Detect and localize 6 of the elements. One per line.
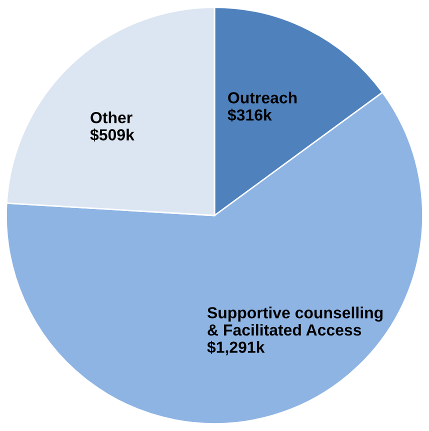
slice-label: Other — [90, 112, 132, 124]
data-label: $509k — [90, 128, 134, 142]
data-label: $316k — [228, 108, 272, 122]
slice-label: Supportive counselling & Facilitated Access — [207, 306, 383, 336]
data-label: $1,291k — [207, 340, 265, 356]
slice-label: Outreach — [228, 92, 297, 104]
